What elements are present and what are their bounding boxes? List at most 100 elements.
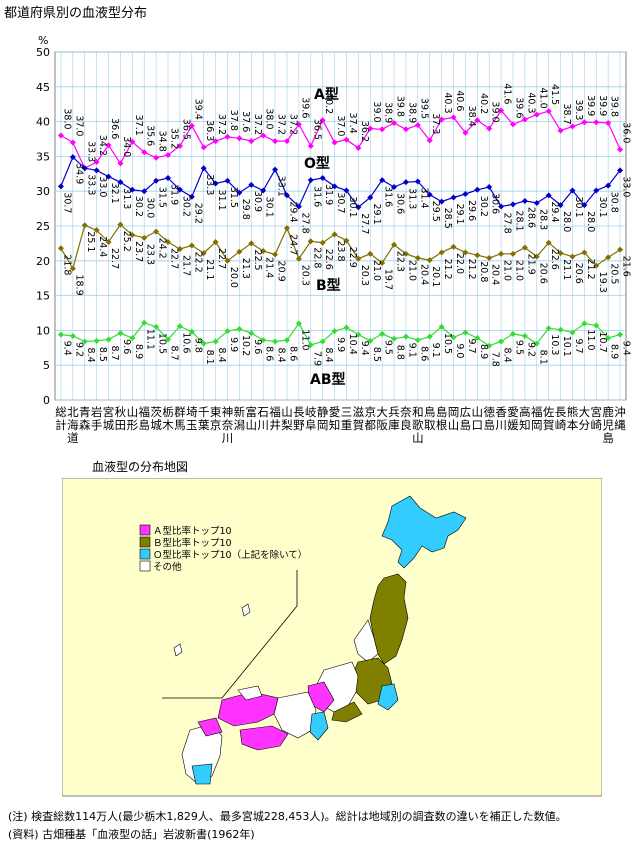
data-label-ab: 8.6 [418, 346, 429, 361]
x-tick-label: 静 [317, 405, 329, 419]
data-point-b [605, 254, 612, 261]
x-tick-label: 田 [115, 418, 127, 432]
data-label-b: 21.2 [466, 258, 477, 279]
data-label-o: 29.4 [549, 201, 560, 222]
data-label-ab: 7.9 [311, 351, 322, 366]
x-tick-label: 長 [555, 405, 567, 419]
data-point-ab [521, 332, 528, 339]
data-label-o: 31.9 [169, 184, 180, 205]
data-point-b [260, 248, 267, 255]
region-chiba [377, 683, 399, 711]
data-label-ab: 9.5 [513, 340, 524, 355]
x-tick-label: 東 [210, 405, 222, 419]
x-tick-label: 岡 [448, 405, 460, 419]
x-tick-label: 賀 [543, 418, 555, 432]
data-point-a [57, 132, 64, 139]
data-point-b [593, 262, 600, 269]
legend-swatch-o [139, 548, 151, 560]
x-tick-label: 潟 [234, 418, 246, 432]
data-label-a: 37.2 [287, 114, 298, 135]
data-label-ab: 8.6 [287, 346, 298, 361]
data-point-a [414, 122, 421, 129]
data-label-ab: 9.4 [61, 341, 72, 356]
data-point-o [391, 184, 398, 191]
data-point-ab [426, 333, 433, 340]
x-tick-label: 三 [341, 405, 353, 419]
data-point-o [212, 180, 219, 187]
data-point-o [105, 173, 112, 180]
data-label-ab: 9.9 [335, 337, 346, 352]
data-point-b [367, 250, 374, 257]
data-label-b: 20.9 [276, 261, 287, 282]
data-point-b [212, 239, 219, 246]
data-label-ab: 8.7 [109, 345, 120, 360]
data-label-a: 40.3 [525, 92, 536, 113]
data-label-b: 22.2 [192, 251, 203, 272]
data-point-o [319, 174, 326, 181]
data-label-o: 29.8 [240, 199, 251, 220]
x-tick-label: 宮 [591, 405, 603, 419]
x-tick-label: 良 [400, 418, 412, 432]
x-tick-label: 知 [329, 418, 341, 432]
data-label-o: 27.8 [502, 213, 513, 234]
data-point-b [319, 239, 326, 246]
data-point-a [581, 119, 588, 126]
data-point-ab [129, 335, 136, 342]
data-point-o [438, 198, 445, 205]
x-tick-label: 奈 [222, 418, 234, 432]
data-point-a [117, 160, 124, 167]
data-point-ab [391, 335, 398, 342]
y-tick-label: 35 [36, 150, 50, 163]
data-point-a [462, 129, 469, 136]
data-label-a: 37.2 [276, 114, 287, 135]
data-label-b: 22.7 [169, 248, 180, 269]
data-point-ab [545, 325, 552, 332]
data-point-ab [153, 323, 160, 330]
data-point-b [165, 239, 172, 246]
data-label-o: 33.0 [621, 176, 632, 197]
data-label-a: 36.5 [311, 119, 322, 140]
x-tick-label: 新 [234, 405, 246, 419]
data-point-b [498, 250, 505, 257]
data-label-a: 35.6 [145, 125, 156, 146]
data-label-o: 29.4 [287, 201, 298, 222]
data-point-b [581, 249, 588, 256]
y-tick-label: 30 [36, 185, 50, 198]
legend-swatch-other [139, 560, 151, 572]
data-label-ab: 10.4 [347, 334, 358, 355]
data-label-a: 38.0 [264, 108, 275, 129]
data-label-ab: 8.4 [323, 348, 334, 363]
data-label-o: 30.1 [597, 197, 608, 218]
data-label-o: 30.1 [264, 197, 275, 218]
data-point-o [402, 179, 409, 186]
data-label-a: 39.8 [609, 96, 620, 117]
data-label-a: 36.2 [359, 121, 370, 142]
data-point-a [272, 138, 279, 145]
data-point-a [295, 121, 302, 128]
data-point-ab [569, 329, 576, 336]
data-point-a [69, 139, 76, 146]
data-label-b: 21.1 [204, 259, 215, 280]
data-label-b: 22.6 [323, 249, 334, 270]
data-label-b: 23.8 [335, 240, 346, 261]
data-point-o [557, 202, 564, 209]
x-tick-label: 川 [257, 418, 269, 432]
data-point-b [93, 227, 100, 234]
data-label-a: 37.0 [73, 115, 84, 136]
data-label-o: 28.1 [513, 210, 524, 231]
data-label-a: 41.5 [549, 84, 560, 105]
data-point-a [509, 121, 516, 128]
data-point-o [307, 177, 314, 184]
data-point-o [355, 204, 362, 211]
data-label-b: 21.4 [264, 257, 275, 278]
blood-type-line-chart: 05101520253035404550総計北海道青森岩手宮城秋田山形福島茨城栃… [36, 34, 632, 445]
map-title: 血液型の分布地図 [92, 460, 189, 474]
data-label-o: 33.1 [276, 176, 287, 197]
x-tick-label: 根 [436, 418, 448, 432]
series-label-o: O型 [304, 155, 330, 172]
x-tick-label: 手 [91, 418, 103, 432]
region-fukuoka [197, 717, 223, 737]
data-label-a: 36.6 [109, 118, 120, 139]
y-tick-label: 40 [36, 116, 50, 129]
x-tick-label: 山 [448, 418, 460, 432]
